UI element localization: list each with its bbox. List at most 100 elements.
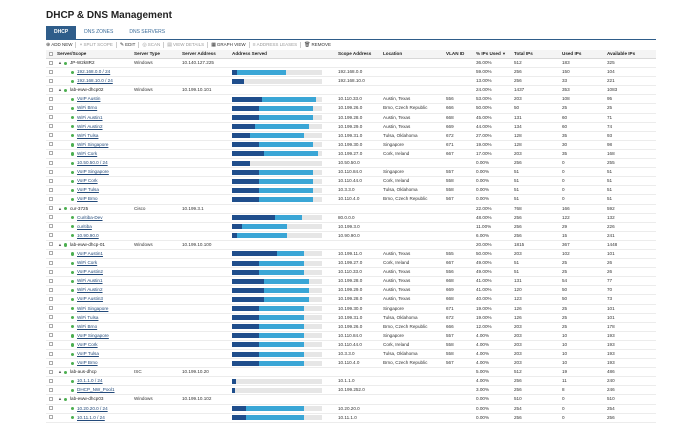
scope-name-link[interactable]: VoIP Austin1	[77, 250, 103, 256]
row-checkbox[interactable]	[49, 351, 53, 356]
collapse-toggle-icon[interactable]: ▲	[58, 241, 62, 247]
scope-name-link[interactable]: VoIP Austin2	[77, 269, 103, 275]
row-checkbox[interactable]	[49, 224, 53, 229]
row-checkbox[interactable]	[49, 178, 53, 183]
col-ips-used[interactable]: % IPs Used ▼	[476, 50, 512, 58]
row-checkbox[interactable]	[49, 369, 53, 374]
scope-name-link[interactable]: 10.11.1.0 / 24	[77, 414, 105, 420]
scope-name-link[interactable]: curitiba	[77, 223, 92, 229]
collapse-toggle-icon[interactable]: ▲	[58, 87, 62, 93]
col-server-scope[interactable]: Server/Scope	[57, 51, 87, 56]
col-server-address[interactable]: Server Address	[182, 51, 216, 56]
row-checkbox[interactable]	[49, 233, 53, 238]
scope-name-link[interactable]: VoIP Brno	[77, 360, 98, 366]
tab-dhcp[interactable]: DHCP	[46, 26, 77, 39]
scope-name-link[interactable]: VoIP Singapore	[77, 169, 109, 175]
col-used-ips[interactable]: Used IPs	[562, 51, 582, 56]
col-scope-address[interactable]: Scope Address	[338, 51, 372, 56]
row-checkbox[interactable]	[49, 160, 53, 165]
scope-name-link[interactable]: WiFi Austin1	[77, 278, 103, 284]
scope-name-link[interactable]: WiFi Tulsa	[77, 132, 99, 138]
row-checkbox[interactable]	[49, 124, 53, 129]
row-checkbox[interactable]	[49, 142, 53, 147]
row-checkbox[interactable]	[49, 242, 53, 247]
col-location[interactable]: Location	[383, 51, 403, 56]
tab-dns-servers[interactable]: DNS SERVERS	[129, 29, 166, 35]
row-checkbox[interactable]	[49, 69, 53, 74]
col-total-ips[interactable]: Total IPs	[514, 51, 533, 56]
scope-name-link[interactable]: VoIP Cork	[77, 178, 98, 184]
scope-name-link[interactable]: VoIP Austin	[77, 96, 101, 102]
row-checkbox[interactable]	[49, 378, 53, 383]
row-checkbox[interactable]	[49, 133, 53, 138]
collapse-toggle-icon[interactable]: ▲	[58, 205, 62, 211]
scope-name-link[interactable]: 10.20.20.0 / 24	[77, 405, 108, 411]
row-checkbox[interactable]	[49, 387, 53, 392]
scan-button[interactable]: ◎SCAN	[142, 42, 160, 48]
row-checkbox[interactable]	[49, 296, 53, 301]
row-checkbox[interactable]	[49, 396, 53, 401]
scope-name-link[interactable]: 10.90.90.0	[77, 232, 99, 238]
scope-name-link[interactable]: WiFi Austin1	[77, 114, 103, 120]
edit-button[interactable]: ✎EDIT	[120, 42, 135, 48]
row-checkbox[interactable]	[49, 151, 53, 156]
scope-name-link[interactable]: WiFi Cork	[77, 150, 98, 156]
row-checkbox[interactable]	[49, 169, 53, 174]
scope-name-link[interactable]: 192.168.10.0 / 24	[77, 78, 113, 84]
row-checkbox[interactable]	[49, 324, 53, 329]
scope-name-link[interactable]: 10.50.50.0 / 24	[77, 160, 108, 166]
col-available-ips[interactable]: Available IPs	[607, 51, 636, 56]
scope-name-link[interactable]: WiFi Brno	[77, 105, 98, 111]
scope-name-link[interactable]: WiFi Cork	[77, 260, 98, 266]
scope-name-link[interactable]: WiFi Singapore	[77, 305, 109, 311]
scope-name-link[interactable]: VoIP Singapore	[77, 332, 109, 338]
scope-name-link[interactable]: WiFi Austin2	[77, 123, 103, 129]
row-checkbox[interactable]	[49, 105, 53, 110]
collapse-toggle-icon[interactable]: ▲	[58, 60, 62, 65]
row-checkbox[interactable]	[49, 115, 53, 120]
scope-name-link[interactable]: VoIP Brno	[77, 196, 98, 202]
col-address-served[interactable]: Address Served	[232, 51, 267, 56]
scope-name-link[interactable]: VoIP Cork	[77, 341, 98, 347]
row-checkbox[interactable]	[49, 187, 53, 192]
collapse-toggle-icon[interactable]: ▲	[58, 396, 62, 402]
row-checkbox[interactable]	[49, 360, 53, 365]
col-vlan-id[interactable]: VLAN ID	[446, 51, 465, 56]
scope-name-link[interactable]: WiFi Austin2	[77, 287, 103, 293]
address-leases-button[interactable]: ≡ADDRESS LEASES	[253, 42, 297, 48]
row-checkbox[interactable]	[49, 315, 53, 320]
scope-name-link[interactable]: Curitiba-Dev	[77, 214, 103, 220]
split-scope-button[interactable]: ⑂SPLIT SCOPE	[79, 42, 112, 48]
row-checkbox[interactable]	[49, 196, 53, 201]
add-new-button[interactable]: ⊕ADD NEW	[46, 42, 72, 48]
scope-name-link[interactable]: WiFi Brno	[77, 323, 98, 329]
col-server-type[interactable]: Server Type	[134, 51, 160, 56]
collapse-toggle-icon[interactable]: ▲	[58, 369, 62, 375]
scope-name-link[interactable]: 192.168.0.0 / 24	[77, 69, 111, 75]
scope-name-link[interactable]: 10.1.1.0 / 24	[77, 378, 103, 384]
tab-dns-zones[interactable]: DNS ZONES	[84, 29, 114, 35]
row-checkbox[interactable]	[49, 406, 53, 411]
row-checkbox[interactable]	[49, 342, 53, 347]
row-checkbox[interactable]	[49, 60, 53, 65]
row-checkbox[interactable]	[49, 87, 53, 92]
scope-name-link[interactable]: VoIP Tulsa	[77, 351, 99, 356]
row-checkbox[interactable]	[49, 215, 53, 220]
row-checkbox[interactable]	[49, 269, 53, 274]
view-details-button[interactable]: ▤VIEW DETAILS	[167, 42, 204, 48]
row-checkbox[interactable]	[49, 206, 53, 210]
row-checkbox[interactable]	[49, 78, 53, 83]
scope-name-link[interactable]: VoIP Austin3	[77, 296, 103, 302]
row-checkbox[interactable]	[49, 415, 53, 420]
row-checkbox[interactable]	[49, 278, 53, 283]
row-checkbox[interactable]	[49, 306, 53, 311]
select-all-checkbox[interactable]	[49, 51, 53, 56]
row-checkbox[interactable]	[49, 251, 53, 256]
scope-name-link[interactable]: WiFi Tulsa	[77, 314, 99, 320]
scope-name-link[interactable]: DHCP_NW_Pool1	[77, 387, 115, 393]
scope-name-link[interactable]: WiFi Singapore	[77, 141, 109, 147]
row-checkbox[interactable]	[49, 260, 53, 265]
graph-view-button[interactable]: ▦GRAPH VIEW	[211, 42, 246, 48]
row-checkbox[interactable]	[49, 96, 53, 101]
scope-name-link[interactable]: VoIP Tulsa	[77, 187, 99, 193]
